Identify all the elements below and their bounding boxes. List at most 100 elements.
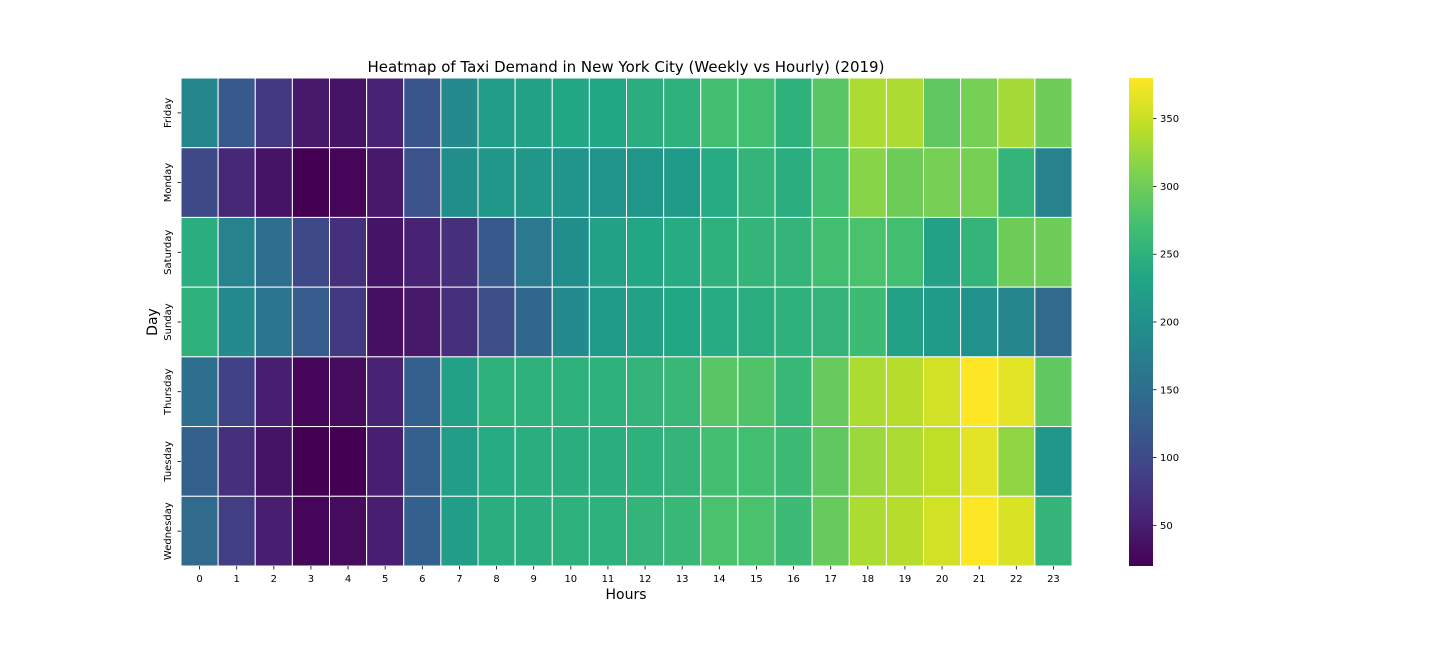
heatmap-cell [960,147,999,218]
heatmap-cell [811,77,850,149]
heatmap-cell [1034,147,1073,218]
x-tick-label: 6 [419,574,425,585]
heatmap-cell [180,426,219,497]
heatmap-cell [329,356,368,428]
x-tick-label: 3 [308,574,314,585]
heatmap-cell [885,356,924,428]
heatmap-cell [923,356,962,428]
heatmap-cell [254,495,293,567]
heatmap-cell [737,216,776,288]
heatmap-cell [626,286,665,358]
heatmap-cell [960,356,999,428]
heatmap-cell [477,495,516,567]
heatmap-cell [1034,77,1073,149]
heatmap-cell [329,147,368,218]
colorbar-tick-label: 250 [1160,250,1179,261]
heatmap-cell [626,356,665,428]
heatmap-cell [626,77,665,149]
heatmap-cell [848,356,887,428]
heatmap-cell [403,147,442,218]
heatmap-cell [551,147,590,218]
colorbar-tick-label: 150 [1160,385,1179,396]
heatmap-cell [254,426,293,497]
heatmap-cell [737,286,776,358]
heatmap-cell [885,147,924,218]
x-tick-label: 12 [639,574,652,585]
heatmap-cell [774,356,813,428]
x-tick-labels: 0 1 2 3 4 5 6 7 8 9 10 11 12 13 14 15 16 17 18 19 20 21 22 23 [196,566,1060,585]
heatmap-cell [514,356,553,428]
heatmap-cell [514,426,553,497]
heatmap-cell [180,495,219,567]
heatmap-cell [329,77,368,149]
x-tick-label: 16 [787,574,800,585]
heatmap-cell [551,286,590,358]
heatmap-cell [551,216,590,288]
heatmap-cell [366,286,405,358]
heatmap-cell [997,426,1036,497]
y-axis-label: Day [145,308,161,336]
heatmap-cell [626,216,665,288]
heatmap-cell [217,147,256,218]
heatmap-cell [663,77,702,149]
heatmap-cell [960,426,999,497]
heatmap-cell [774,426,813,497]
heatmap-cell [588,216,627,288]
heatmap-cell [960,77,999,149]
heatmap-cell [811,147,850,218]
heatmap-cell [811,426,850,497]
heatmap-cell [180,77,219,149]
heatmap-cell [663,216,702,288]
heatmap-cell [551,495,590,567]
heatmap-cell [588,286,627,358]
colorbar-tick-labels: 50 100 150 200 250 300 350 [1153,114,1179,532]
x-tick-label: 4 [345,574,351,585]
heatmap-cell [588,147,627,218]
heatmap-cell [848,495,887,567]
heatmap-cell [291,426,330,497]
heatmap-cell [291,356,330,428]
heatmap-cell [514,216,553,288]
heatmap-cell [440,147,479,218]
heatmap-cell [1034,495,1073,567]
heatmap-cell [737,77,776,149]
heatmap-cell [960,495,999,567]
heatmap-cell [588,426,627,497]
heatmap-cell [366,216,405,288]
heatmap-cell [997,147,1036,218]
heatmap-cell [588,356,627,428]
x-tick-label: 7 [456,574,462,585]
heatmap-cell [774,495,813,567]
heatmap-cell [848,147,887,218]
heatmap-cell [329,495,368,567]
heatmap-cell [997,77,1036,149]
heatmap-cell [180,356,219,428]
heatmap-cell [923,495,962,567]
heatmap-cell [848,77,887,149]
x-tick-label: 1 [234,574,240,585]
heatmap-cell [588,77,627,149]
heatmap-cell [700,426,739,497]
x-tick-label: 8 [493,574,499,585]
heatmap-cell [737,356,776,428]
heatmap-cell [588,495,627,567]
heatmap-cell [1034,356,1073,428]
heatmap-cell [923,216,962,288]
x-tick-label: 2 [271,574,277,585]
heatmap-cell [477,426,516,497]
heatmap-cell [514,495,553,567]
heatmap-cell [254,147,293,218]
heatmap-cell [774,77,813,149]
heatmap-cell [626,147,665,218]
y-tick-label: Wednesday [163,502,174,560]
colorbar-tick-label: 350 [1160,114,1179,125]
heatmap-cell [551,426,590,497]
heatmap-cell [440,77,479,149]
heatmap-cell [403,286,442,358]
heatmap-cell [1034,286,1073,358]
x-axis-label: Hours [605,587,646,603]
heatmap-cell [774,147,813,218]
y-tick-label: Tuesday [163,441,174,483]
heatmap-cell [885,216,924,288]
